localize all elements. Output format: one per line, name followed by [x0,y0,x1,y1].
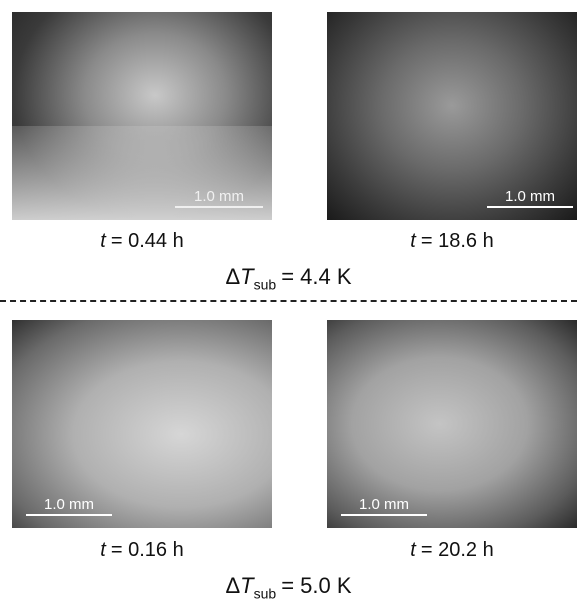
micrograph: 1.0 mm [327,12,577,220]
condition-label: ΔTsub= 4.4 K [0,264,577,292]
variable: t [410,539,416,561]
scale-bar: 1.0 mm [341,496,427,516]
time-label: t= 0.16 h [17,539,267,562]
value: = 4.4 K [281,264,351,289]
scale-bar: 1.0 mm [175,188,263,208]
variable: T [240,573,253,598]
micrograph: 1.0 mm [327,320,577,528]
value: = 0.44 h [111,230,184,252]
time-label: t= 0.44 h [17,230,267,253]
time-label: t= 18.6 h [327,230,577,253]
symbol: Δ [225,264,240,289]
scale-bar: 1.0 mm [487,188,573,208]
subscript: sub [254,276,277,292]
variable: t [410,230,416,252]
symbol: Δ [225,573,240,598]
time-label: t= 20.2 h [327,539,577,562]
value: = 5.0 K [281,573,351,598]
value: = 20.2 h [421,539,494,561]
scale-label: 1.0 mm [194,188,244,205]
variable: T [240,264,253,289]
scale-label: 1.0 mm [505,188,555,205]
divider [0,300,577,302]
scale-label: 1.0 mm [359,496,409,513]
scale-label: 1.0 mm [44,496,94,513]
condition-label: ΔTsub= 5.0 K [0,573,577,601]
subscript: sub [254,585,277,601]
variable: t [100,230,106,252]
value: = 18.6 h [421,230,494,252]
scale-bar: 1.0 mm [26,496,112,516]
value: = 0.16 h [111,539,184,561]
variable: t [100,539,106,561]
figure: 1.0 mm 1.0 mm t= 0.44 h t= 18.6 h ΔTsub=… [0,0,577,606]
micrograph: 1.0 mm [12,320,272,528]
micrograph: 1.0 mm [12,12,272,220]
